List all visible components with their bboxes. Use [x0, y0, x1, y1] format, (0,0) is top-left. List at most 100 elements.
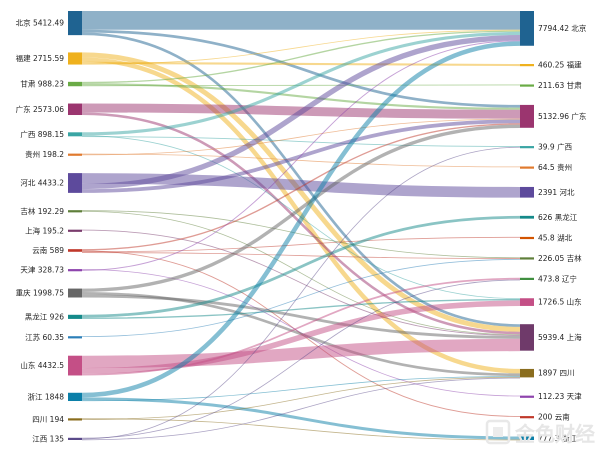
left-node-label: 黑龙江 926 — [25, 311, 64, 321]
right-node[interactable] — [520, 146, 534, 149]
left-node[interactable] — [68, 153, 82, 156]
sankey-link[interactable] — [81, 299, 521, 319]
right-node-label: 112.23 天津 — [538, 392, 582, 401]
watermark-text: 金色财经 — [514, 422, 595, 446]
left-node[interactable] — [68, 336, 82, 339]
watermark: 金色财经 — [485, 419, 595, 446]
sankey-links — [81, 10, 521, 441]
right-node-label: 45.8 湖北 — [538, 233, 573, 242]
right-node-label: 200 云南 — [538, 412, 570, 422]
right-node[interactable] — [520, 166, 534, 169]
left-node[interactable] — [68, 392, 82, 402]
left-node[interactable] — [68, 355, 82, 376]
left-node[interactable] — [68, 81, 82, 87]
right-node[interactable] — [520, 215, 534, 219]
left-node[interactable] — [68, 11, 82, 36]
right-node-label: 1726.5 山东 — [538, 297, 582, 307]
right-node-label: 2391 河北 — [538, 188, 575, 197]
sankey-link[interactable] — [81, 258, 521, 338]
sankey-link[interactable] — [81, 376, 521, 402]
sankey-link[interactable] — [81, 376, 521, 420]
sankey-link[interactable] — [81, 123, 521, 251]
sankey-link[interactable] — [81, 31, 521, 136]
sankey-link[interactable] — [81, 236, 521, 253]
right-node[interactable] — [520, 395, 534, 398]
left-node-label: 天津 328.73 — [20, 266, 64, 275]
left-node[interactable] — [68, 103, 82, 116]
left-node-label: 吉林 192.29 — [20, 206, 64, 216]
sankey-link[interactable] — [81, 52, 521, 332]
sankey-link[interactable] — [81, 41, 521, 398]
right-node[interactable] — [520, 84, 534, 87]
right-node-label: 5939.4 上海 — [538, 332, 582, 342]
sankey-link[interactable] — [81, 136, 521, 147]
sankey-link[interactable] — [81, 29, 521, 65]
sankey-link[interactable] — [81, 34, 521, 190]
sankey-nodes — [68, 11, 534, 440]
sankey-link[interactable] — [81, 153, 521, 168]
sankey-link[interactable] — [81, 30, 521, 84]
left-node-label: 山东 4432.5 — [20, 360, 64, 370]
right-node[interactable] — [520, 277, 534, 280]
left-node-label: 重庆 1998.75 — [16, 288, 65, 298]
left-node-label: 福建 2715.59 — [16, 53, 65, 63]
sankey-link[interactable] — [81, 229, 521, 336]
left-node[interactable] — [68, 314, 82, 319]
right-node[interactable] — [520, 186, 534, 198]
right-node-label: 39.9 广西 — [538, 142, 573, 152]
left-node-label: 浙江 1848 — [28, 391, 65, 401]
right-node[interactable] — [520, 104, 534, 128]
left-node[interactable] — [68, 288, 82, 298]
left-node-label: 贵州 198.2 — [25, 149, 64, 159]
left-node-label: 上海 195.2 — [25, 225, 64, 235]
right-node[interactable] — [520, 436, 534, 440]
left-node-label: 河北 4433.2 — [20, 178, 64, 187]
left-node[interactable] — [68, 437, 82, 440]
sankey-link[interactable] — [81, 146, 521, 440]
sankey-link[interactable] — [81, 210, 521, 336]
right-node[interactable] — [520, 257, 534, 260]
left-node[interactable] — [68, 229, 82, 232]
left-node[interactable] — [68, 269, 82, 272]
left-node[interactable] — [68, 249, 82, 252]
left-node-label: 江苏 60.35 — [25, 332, 64, 342]
sankey-link[interactable] — [81, 118, 521, 156]
sankey-link[interactable] — [81, 29, 521, 108]
left-node[interactable] — [68, 173, 82, 193]
sankey-link[interactable] — [81, 279, 521, 439]
right-node[interactable] — [520, 368, 534, 378]
sankey-link[interactable] — [81, 210, 521, 259]
right-node-label: 211.63 甘肃 — [538, 80, 582, 90]
left-node-label: 北京 5412.49 — [16, 18, 65, 28]
left-node-label: 甘肃 988.23 — [20, 79, 64, 89]
right-node[interactable] — [520, 298, 534, 306]
left-node[interactable] — [68, 132, 82, 137]
left-node[interactable] — [68, 52, 82, 65]
sankey-link[interactable] — [81, 300, 521, 374]
right-node-label: 460.25 福建 — [538, 60, 582, 70]
right-node[interactable] — [520, 64, 534, 67]
left-node-label: 云南 589 — [32, 245, 64, 255]
sankey-link[interactable] — [81, 338, 521, 369]
right-node[interactable] — [520, 324, 534, 351]
sankey-link[interactable] — [81, 294, 521, 339]
sankey-link[interactable] — [81, 377, 521, 441]
right-node-label: 5132.96 广东 — [538, 111, 587, 121]
right-node[interactable] — [520, 416, 534, 419]
right-node[interactable] — [520, 11, 534, 46]
left-node-label: 广西 898.15 — [20, 129, 64, 139]
sankey-link[interactable] — [81, 40, 521, 271]
right-node[interactable] — [520, 236, 534, 240]
sankey-link[interactable] — [81, 215, 521, 318]
sankey-labels: 北京 5412.49 福建 2715.59 甘肃 988.23 广东 2573.06 广… — [16, 18, 587, 444]
sankey-link[interactable] — [81, 252, 521, 259]
left-node[interactable] — [68, 418, 82, 421]
left-node-label: 广东 2573.06 — [16, 104, 65, 114]
sankey-link[interactable] — [81, 277, 521, 376]
sankey-link[interactable] — [81, 397, 521, 440]
sankey-link[interactable] — [81, 418, 521, 441]
sankey-link[interactable] — [81, 124, 521, 293]
left-node[interactable] — [68, 210, 82, 213]
